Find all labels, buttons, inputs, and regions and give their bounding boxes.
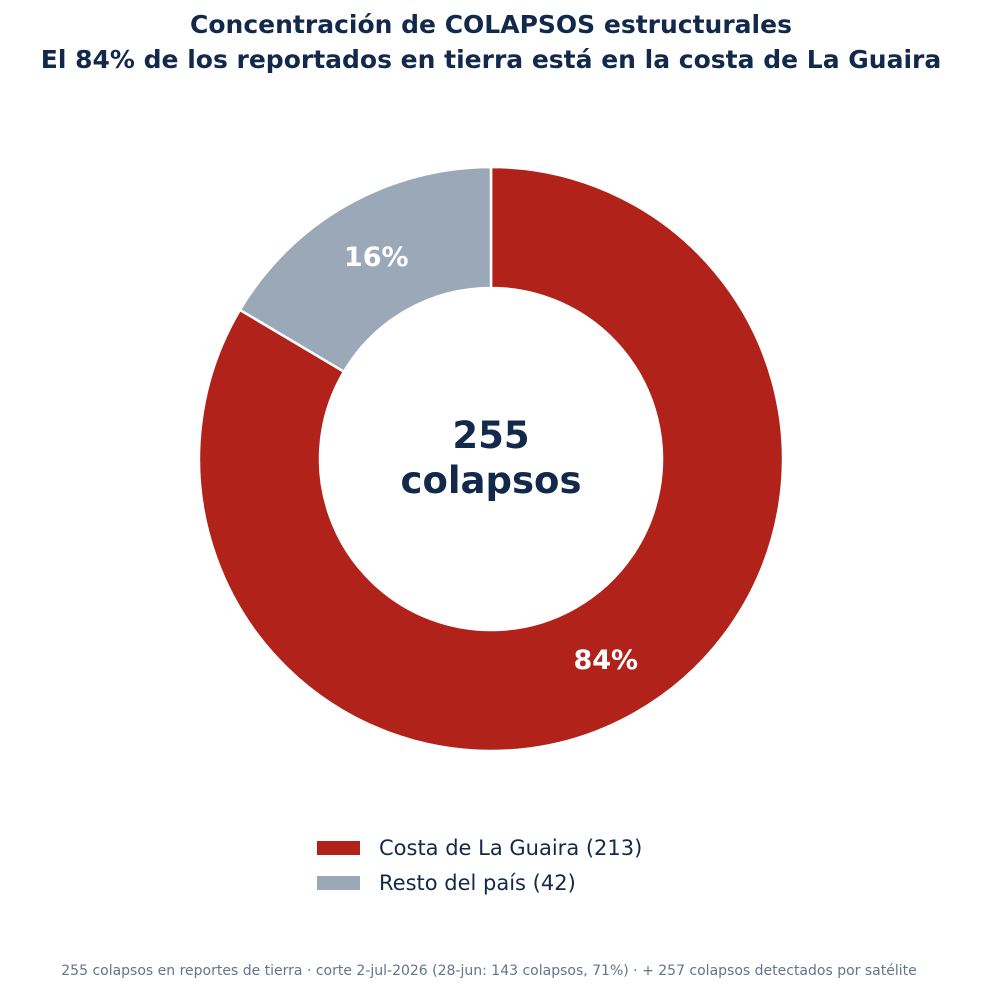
legend-label-resto: Resto del país (42) (379, 870, 576, 895)
slice-costa (197, 165, 785, 753)
donut-slices (197, 165, 785, 753)
chart-title: Concentración de COLAPSOS estructurales (190, 10, 792, 39)
slice-label-resto: 16% (344, 242, 409, 273)
legend-item-costa: Costa de La Guaira (213) (317, 830, 642, 865)
legend-label-costa: Costa de La Guaira (213) (379, 835, 643, 860)
center-total-value: 255 (452, 414, 529, 457)
footnote: 255 colapsos en reportes de tierra · cor… (61, 963, 917, 979)
center-total-unit: colapsos (401, 459, 582, 502)
slice-labels: 84% 16% (344, 242, 638, 676)
legend-item-resto: Resto del país (42) (317, 865, 642, 900)
legend-swatch-costa (317, 840, 360, 855)
slice-resto (238, 165, 493, 374)
chart-subtitle: El 84% de los reportados en tierra está … (40, 45, 942, 74)
legend: Costa de La Guaira (213) Resto del país … (317, 830, 642, 900)
slice-label-costa: 84% (573, 645, 638, 676)
legend-swatch-resto (317, 875, 360, 890)
